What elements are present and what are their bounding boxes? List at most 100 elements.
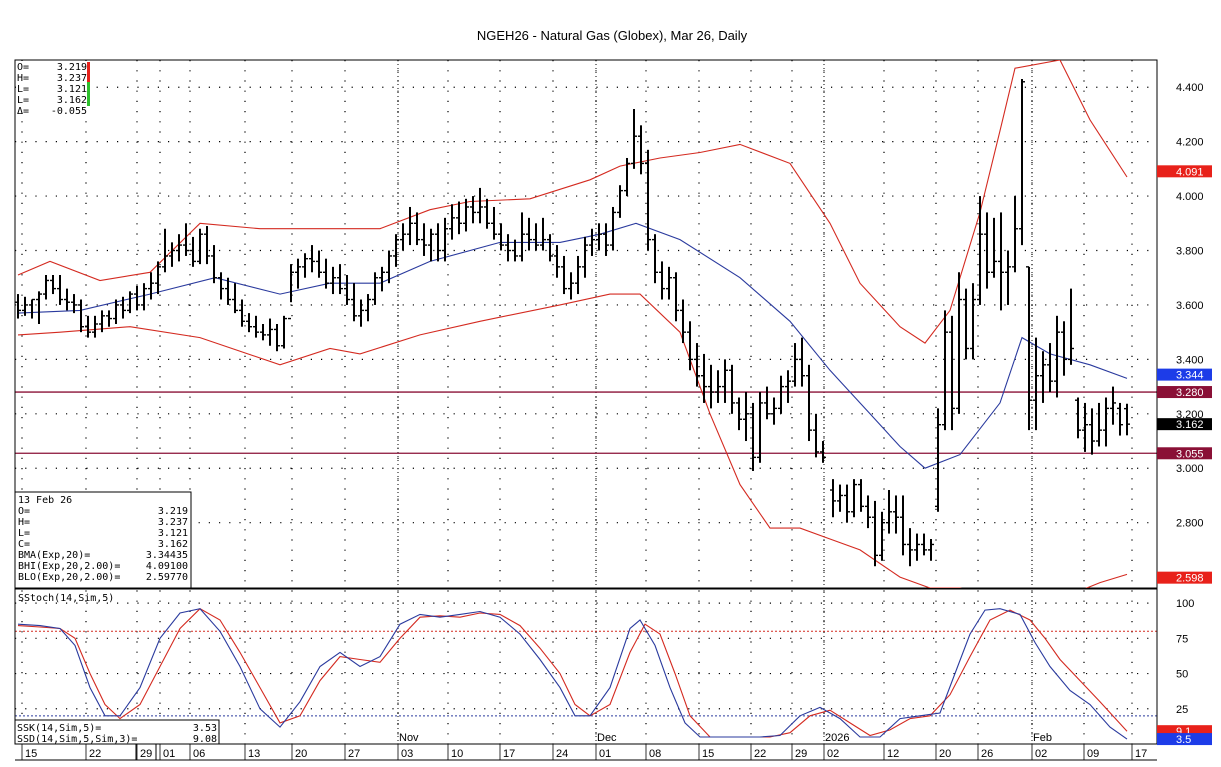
ohlc-bar	[554, 245, 560, 278]
price-tick-label: 3.000	[1176, 463, 1204, 475]
readout-label: L=	[17, 95, 29, 106]
stochastic-lines: SStoch(14,Sim,5)	[17, 593, 1128, 740]
ohlc-bar	[631, 108, 637, 169]
ohlc-bar	[533, 223, 539, 251]
ohlc-bar	[316, 250, 322, 278]
ohlc-bar	[71, 294, 77, 314]
ohlc-bar	[708, 364, 714, 409]
ohlc-bar	[204, 226, 210, 265]
ohlc-bar	[1110, 386, 1116, 425]
stoch-box-frame	[14, 719, 220, 745]
readout-value: 3.121	[57, 84, 87, 95]
ohlc-bar	[113, 299, 119, 324]
month-label: 2026	[825, 732, 849, 744]
price-tag: 3.344	[1157, 368, 1212, 382]
ohlc-bar	[806, 364, 812, 442]
price-tick-label: 3.200	[1176, 409, 1204, 421]
ohlc-bar	[526, 217, 532, 251]
info-label: H=	[18, 517, 30, 528]
price-tick-label: 4.000	[1176, 191, 1204, 203]
tag-box	[1157, 571, 1212, 584]
ohlc-bar	[858, 479, 864, 512]
x-tick-label: 24	[556, 748, 568, 760]
ohlc-bar	[309, 245, 315, 273]
ohlc-bar	[893, 495, 899, 534]
readout-red-bar	[87, 62, 90, 82]
ohlc-bar	[323, 258, 329, 289]
ohlc-bar	[351, 283, 357, 322]
tag-box	[1157, 165, 1212, 178]
stoch-tag: 3.5	[1157, 733, 1212, 746]
bollinger-bands	[17, 60, 1128, 588]
ohlc-bar	[596, 223, 602, 251]
x-tick-label: 22	[754, 748, 766, 760]
ohlc-bar	[715, 370, 721, 403]
ohlc-bar	[267, 318, 273, 346]
stoch-title: SStoch(14,Sim,5)	[18, 593, 114, 604]
price-tick-label: 4.200	[1176, 137, 1204, 149]
tag-label: 2.598	[1176, 573, 1204, 585]
ohlc-bars	[15, 79, 1130, 567]
ohlc-bar	[561, 255, 567, 295]
tag-label: 3.344	[1176, 370, 1204, 382]
x-tick-label: 06	[193, 748, 205, 760]
month-label: Nov	[399, 732, 419, 744]
ohlc-bar	[694, 343, 700, 387]
ohlc-bar	[253, 315, 259, 338]
ohlc-bar	[379, 266, 385, 292]
ohlc-bar	[176, 234, 182, 262]
ohlc-bar	[99, 310, 105, 333]
ohlc-bar	[970, 283, 976, 360]
ohlc-bar	[64, 288, 70, 311]
ohlc-bar	[1054, 315, 1060, 398]
price-tick-label: 4.400	[1176, 82, 1204, 94]
ohlc-bar	[991, 217, 997, 278]
ohlc-bar	[851, 479, 857, 518]
info-box: 13 Feb 26O= 3.219 H= 3.237 L= 3.121 C= 3.162 BMA…	[14, 491, 192, 589]
ohlc-bar	[491, 206, 497, 240]
ohlc-bar	[722, 359, 728, 403]
ohlc-bar	[977, 196, 983, 305]
x-tick-label: 01	[599, 748, 611, 760]
ohlc-bar	[1040, 351, 1046, 403]
ohlc-bar	[907, 528, 913, 567]
ohlc-bar	[36, 291, 42, 324]
ohlc-bar	[844, 484, 850, 523]
readout-green-bar	[87, 82, 90, 106]
month-label: Dec	[597, 732, 617, 744]
ohlc-bar	[148, 272, 154, 300]
ohlc-bar	[232, 283, 238, 314]
ohlc-bar	[886, 490, 892, 534]
info-label: L=	[18, 528, 30, 539]
ohlc-bar	[603, 223, 609, 256]
readout-value: -0.055	[51, 106, 87, 117]
ohlc-bar	[22, 296, 28, 316]
x-tick-label: 08	[649, 748, 661, 760]
ohlc-bar	[998, 212, 1004, 311]
info-box-frame	[14, 491, 192, 589]
x-tick-label: 20	[295, 748, 307, 760]
readout-bg	[16, 61, 90, 116]
ohlc-bar	[407, 206, 413, 246]
ohlc-bar	[778, 375, 784, 414]
stoch-tick-label: 100	[1176, 598, 1194, 610]
ohlc-bar	[274, 324, 280, 352]
ohlc-bar	[15, 294, 21, 319]
ohlc-bar	[813, 413, 819, 458]
tag-box	[1157, 418, 1212, 431]
ohlc-bar	[1103, 397, 1109, 447]
x-tick-label: 29	[795, 748, 807, 760]
chart-title: NGEH26 - Natural Gas (Globex), Mar 26, D…	[477, 28, 748, 43]
ohlc-bar	[134, 285, 140, 311]
ohlc-bar	[85, 315, 91, 338]
price-tag: 3.055	[1157, 447, 1212, 460]
stoch-tick-label: 75	[1176, 633, 1188, 645]
x-tick-label: 17	[503, 748, 515, 760]
ohlc-bar	[956, 272, 962, 414]
ohlc-bar	[155, 261, 161, 295]
ohlc-bar	[582, 236, 588, 278]
stoch-tick-label: 25	[1176, 704, 1188, 716]
tag-box	[1157, 733, 1212, 746]
upper-band-line	[17, 60, 1128, 344]
info-value: 3.121	[158, 528, 188, 539]
